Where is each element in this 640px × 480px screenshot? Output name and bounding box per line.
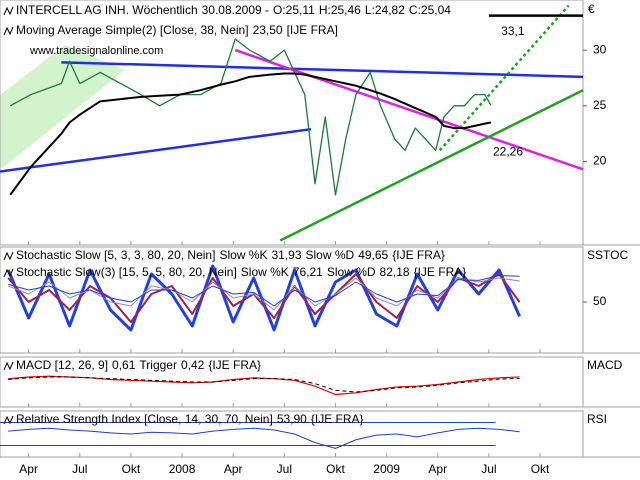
currency-label: € [588, 2, 595, 16]
legend-text: {IJE FRA} [311, 412, 364, 426]
series-line [6, 264, 521, 332]
annotation: 33,1 [501, 24, 525, 38]
panel-frame [0, 356, 584, 408]
legend-text: MACD [12, 26, 9] [16, 358, 108, 372]
x-tick-label: 2008 [169, 462, 196, 476]
x-tick-label: 2009 [373, 462, 400, 476]
series-line [9, 38, 492, 196]
trend-line [279, 89, 584, 242]
legend-text: L:24,82 [365, 3, 405, 17]
trend-line [438, 4, 570, 152]
indicator-icon [3, 268, 14, 278]
series-line [8, 275, 520, 307]
legend-text: Trigger [139, 358, 177, 372]
legend-text: {IJE FRA} [208, 358, 261, 372]
x-tick-label: Apr [428, 462, 447, 476]
x-tick-label: Okt [531, 462, 550, 476]
series-line [8, 376, 520, 393]
legend-text: Slow %D [306, 248, 355, 262]
legend-text: Slow %K [219, 248, 267, 262]
legend-text: 0,42 [181, 358, 205, 372]
legend-text: Stochastic Slow [5, 3, 3, 80, 20, Nein] [16, 248, 215, 262]
indicator-icon [3, 251, 14, 261]
panel-frame [0, 410, 584, 458]
series-line [8, 277, 520, 311]
x-tick-label: Okt [326, 462, 345, 476]
series-line [8, 427, 520, 449]
panel-frame [0, 246, 584, 354]
legend-text: 30.08.2009 - [202, 3, 269, 17]
legend-text: INTERCELL AG INH. Wöchentlich [16, 3, 198, 17]
watermark: www.tradesignalonline.com [29, 45, 163, 57]
series-line [9, 72, 492, 196]
axis-label: MACD [587, 358, 623, 372]
legend-text: 31,93 [271, 248, 301, 262]
indicator-icon [3, 6, 14, 16]
legend-text: C:25,04 [409, 3, 451, 17]
x-tick-label: Jul [72, 462, 87, 476]
legend-text: Stochastic Slow(3) [15, 5, 5, 80, 20, Ne… [16, 265, 237, 279]
x-tick-label: Apr [224, 462, 243, 476]
x-tick-label: Jul [481, 462, 496, 476]
legend-text: 53,90 [277, 412, 307, 426]
legend-text: H:25,46 [319, 3, 361, 17]
x-tick-label: Okt [122, 462, 141, 476]
legend-text: Slow %D [327, 265, 376, 279]
trend-line [0, 127, 312, 173]
legend-text: {IJE FRA} [392, 248, 445, 262]
annotation: 22,26 [493, 144, 523, 158]
legend-text: Relative Strength Index [Close, 14, 30, … [16, 412, 273, 426]
legend-text: O:25,11 [273, 3, 315, 17]
x-tick-label: Apr [19, 462, 38, 476]
x-tick-label: Jul [277, 462, 292, 476]
y-tick-label: 30 [593, 42, 607, 56]
legend-text: 76,21 [293, 265, 323, 279]
legend-text: Moving Average Simple(2) [Close, 38, Nei… [16, 23, 249, 37]
indicator-icon [3, 26, 14, 36]
trend-line [61, 61, 584, 79]
legend-text: 0,61 [112, 358, 136, 372]
y-tick-label: 20 [593, 154, 607, 168]
axis-label: SSTOC [587, 248, 628, 262]
panel-frame [0, 0, 584, 246]
series-line [7, 273, 521, 323]
legend-text: 23,50 [253, 23, 283, 37]
legend-text: [IJE FRA] [287, 23, 338, 37]
legend-text: 49,65 [358, 248, 388, 262]
legend-text: {IJE FRA} [414, 265, 467, 279]
legend-text: Slow %K [241, 265, 289, 279]
axis-label: RSI [587, 412, 607, 426]
y-tick-label: 25 [593, 98, 607, 112]
indicator-icon [3, 361, 14, 371]
y-tick-label: 50 [593, 294, 607, 308]
indicator-icon [3, 415, 14, 425]
legend-text: 82,18 [380, 265, 410, 279]
